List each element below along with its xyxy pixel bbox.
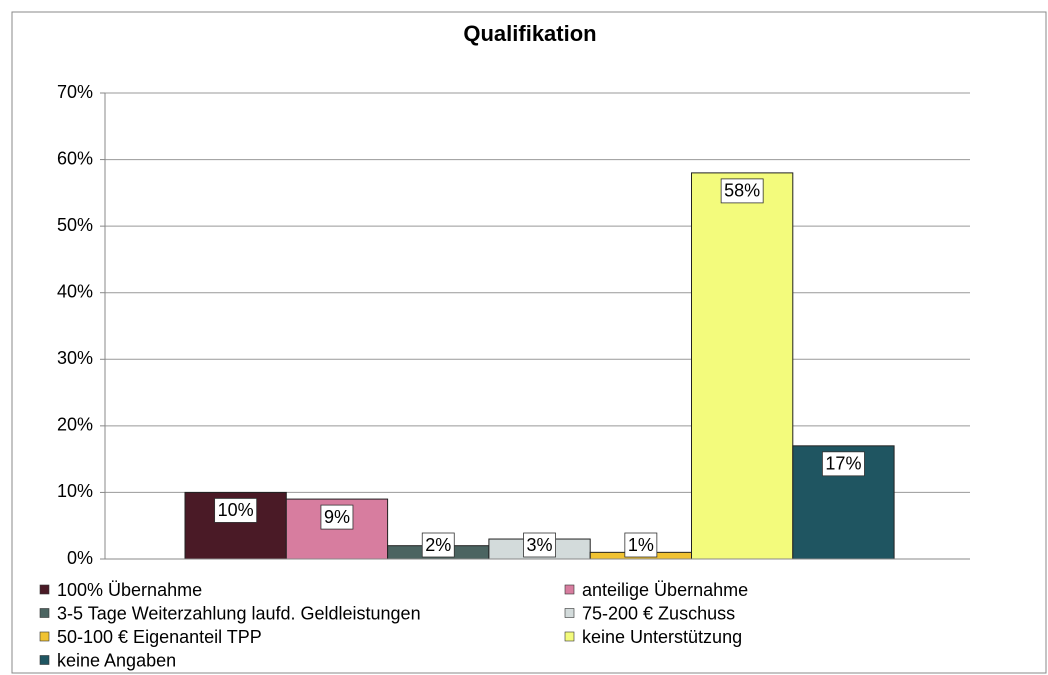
data-label: 9% [324, 507, 350, 527]
legend-label: 75-200 € Zuschuss [582, 603, 735, 623]
legend-swatch [39, 655, 50, 665]
y-tick-label: 70% [57, 82, 93, 102]
legend-swatch [39, 631, 50, 642]
data-label-box [624, 532, 658, 558]
legend-label: anteilige Übernahme [582, 580, 748, 600]
data-label-box [720, 178, 764, 204]
data-label: 10% [218, 500, 254, 520]
chart-title: Qualifikation [463, 21, 596, 46]
legend-swatch [564, 631, 575, 642]
legend-label: 50-100 € Eigenanteil TPP [57, 627, 262, 647]
data-label: 17% [825, 454, 861, 474]
y-tick-label: 0% [67, 548, 93, 568]
y-tick-label: 20% [57, 415, 93, 435]
y-tick-label: 10% [57, 481, 93, 501]
data-label: 2% [425, 535, 451, 555]
data-label: 3% [527, 535, 553, 555]
legend-swatch [564, 584, 575, 595]
data-label: 58% [724, 181, 760, 201]
y-tick-label: 30% [57, 348, 93, 368]
data-label: 1% [628, 535, 654, 555]
bar [691, 172, 794, 560]
legend-label: keine Unterstützung [582, 627, 742, 647]
legend-swatch [39, 584, 50, 595]
y-tick-label: 60% [57, 148, 93, 168]
y-tick-label: 40% [57, 281, 93, 301]
data-label-box [421, 532, 455, 558]
legend-label: keine Angaben [57, 650, 176, 670]
data-label-box [523, 532, 556, 558]
y-tick-label: 50% [57, 215, 93, 235]
data-label-box [320, 504, 354, 530]
legend-label: 100% Übernahme [57, 580, 202, 600]
data-label-box [214, 498, 258, 523]
legend-swatch [564, 608, 575, 618]
legend-swatch [39, 608, 50, 618]
data-label-box [822, 451, 865, 477]
chart-frame [11, 11, 1047, 674]
legend-label: 3-5 Tage Weiterzahlung laufd. Geldleistu… [57, 603, 421, 623]
